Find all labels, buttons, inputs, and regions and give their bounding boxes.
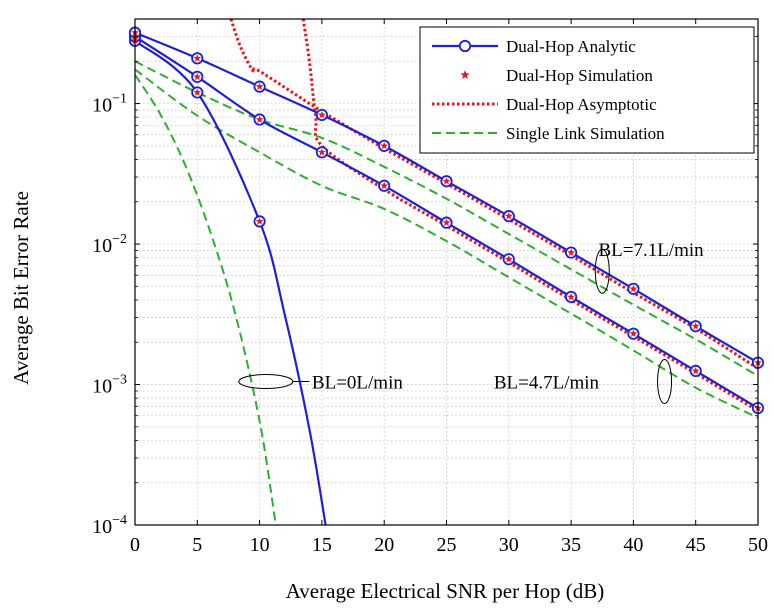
simulation-point (193, 54, 202, 62)
simulation-point (317, 110, 326, 119)
y-tick-label: 10−3 (92, 373, 127, 398)
legend-label: Dual-Hop Simulation (506, 66, 653, 85)
simulation-point (629, 284, 638, 293)
x-axis-label: Average Electrical SNR per Hop (dB) (286, 579, 605, 603)
legend-marker-analytic (458, 39, 472, 53)
x-tick-label: 45 (686, 534, 706, 556)
single-link-line-bl-4-7l-min (134, 68, 759, 419)
simulation-point (255, 115, 264, 123)
y-axis-label: Average Bit Error Rate (9, 191, 33, 385)
x-tick-label: 10 (250, 534, 270, 556)
simulation-point (442, 218, 451, 227)
simulation-point (193, 88, 202, 96)
simulation-point (691, 366, 700, 375)
simulation-point (380, 141, 389, 150)
x-tick-label: 30 (499, 534, 519, 556)
simulation-point (567, 292, 576, 301)
y-axis: 10−1 10−2 10−3 10−4 (92, 36, 758, 538)
asymptotic-line-bl-7-1l-min (229, 18, 759, 370)
legend-marker-simulation (460, 70, 470, 79)
legend-label: Dual-Hop Analytic (506, 37, 636, 56)
legend: Dual-Hop Analytic Dual-Hop Simulation Dual… (419, 26, 755, 154)
simulation-point (380, 181, 389, 190)
simulation-point (255, 82, 264, 90)
simulation-point (504, 255, 513, 263)
simulation-point (193, 72, 202, 81)
legend-label: Dual-Hop Asymptotic (506, 95, 657, 114)
legend-box (419, 26, 755, 154)
simulation-point (567, 248, 576, 256)
bl-4-7-ellipse (657, 359, 673, 405)
single-link-line-bl-7-1l-min (134, 60, 759, 377)
y-tick-label: 10−4 (92, 513, 127, 538)
legend-label: Single Link Simulation (506, 124, 665, 143)
simulation-point (255, 217, 264, 225)
simulation-point (317, 148, 326, 156)
x-tick-label: 50 (748, 534, 768, 556)
bl-7-1-ellipse (594, 248, 610, 294)
annotation-label: BL=0L/min (312, 373, 403, 394)
x-tick-label: 40 (623, 534, 643, 556)
simulation-point (691, 322, 700, 330)
x-tick-label: 25 (437, 534, 457, 556)
x-axis: 0 5 10 15 20 25 30 35 40 45 50 (130, 19, 768, 556)
x-tick-label: 35 (561, 534, 581, 556)
simulation-point (504, 211, 513, 220)
x-tick-label: 5 (192, 534, 202, 556)
analytic-line-bl-0l-min (134, 39, 327, 526)
annotation-label: BL=4.7L/min (494, 373, 600, 394)
bl-0-ellipse (238, 374, 294, 390)
annotation-label: BL=7.1L/min (599, 240, 705, 261)
simulation-point (629, 329, 638, 338)
single-link-line-bl-0l-min (134, 74, 277, 526)
asymptotic-line-bl-4-7l-min (301, 18, 759, 413)
simulation-point (442, 177, 451, 185)
x-tick-label: 15 (312, 534, 332, 556)
y-tick-label: 10−2 (92, 232, 127, 257)
series-layer (128, 18, 765, 526)
annotation-layer: BL=0L/min BL=4.7L/min BL=7.1L/min (238, 240, 705, 405)
x-tick-label: 0 (130, 534, 140, 556)
y-tick-label: 10−1 (92, 92, 127, 117)
x-tick-label: 20 (374, 534, 394, 556)
